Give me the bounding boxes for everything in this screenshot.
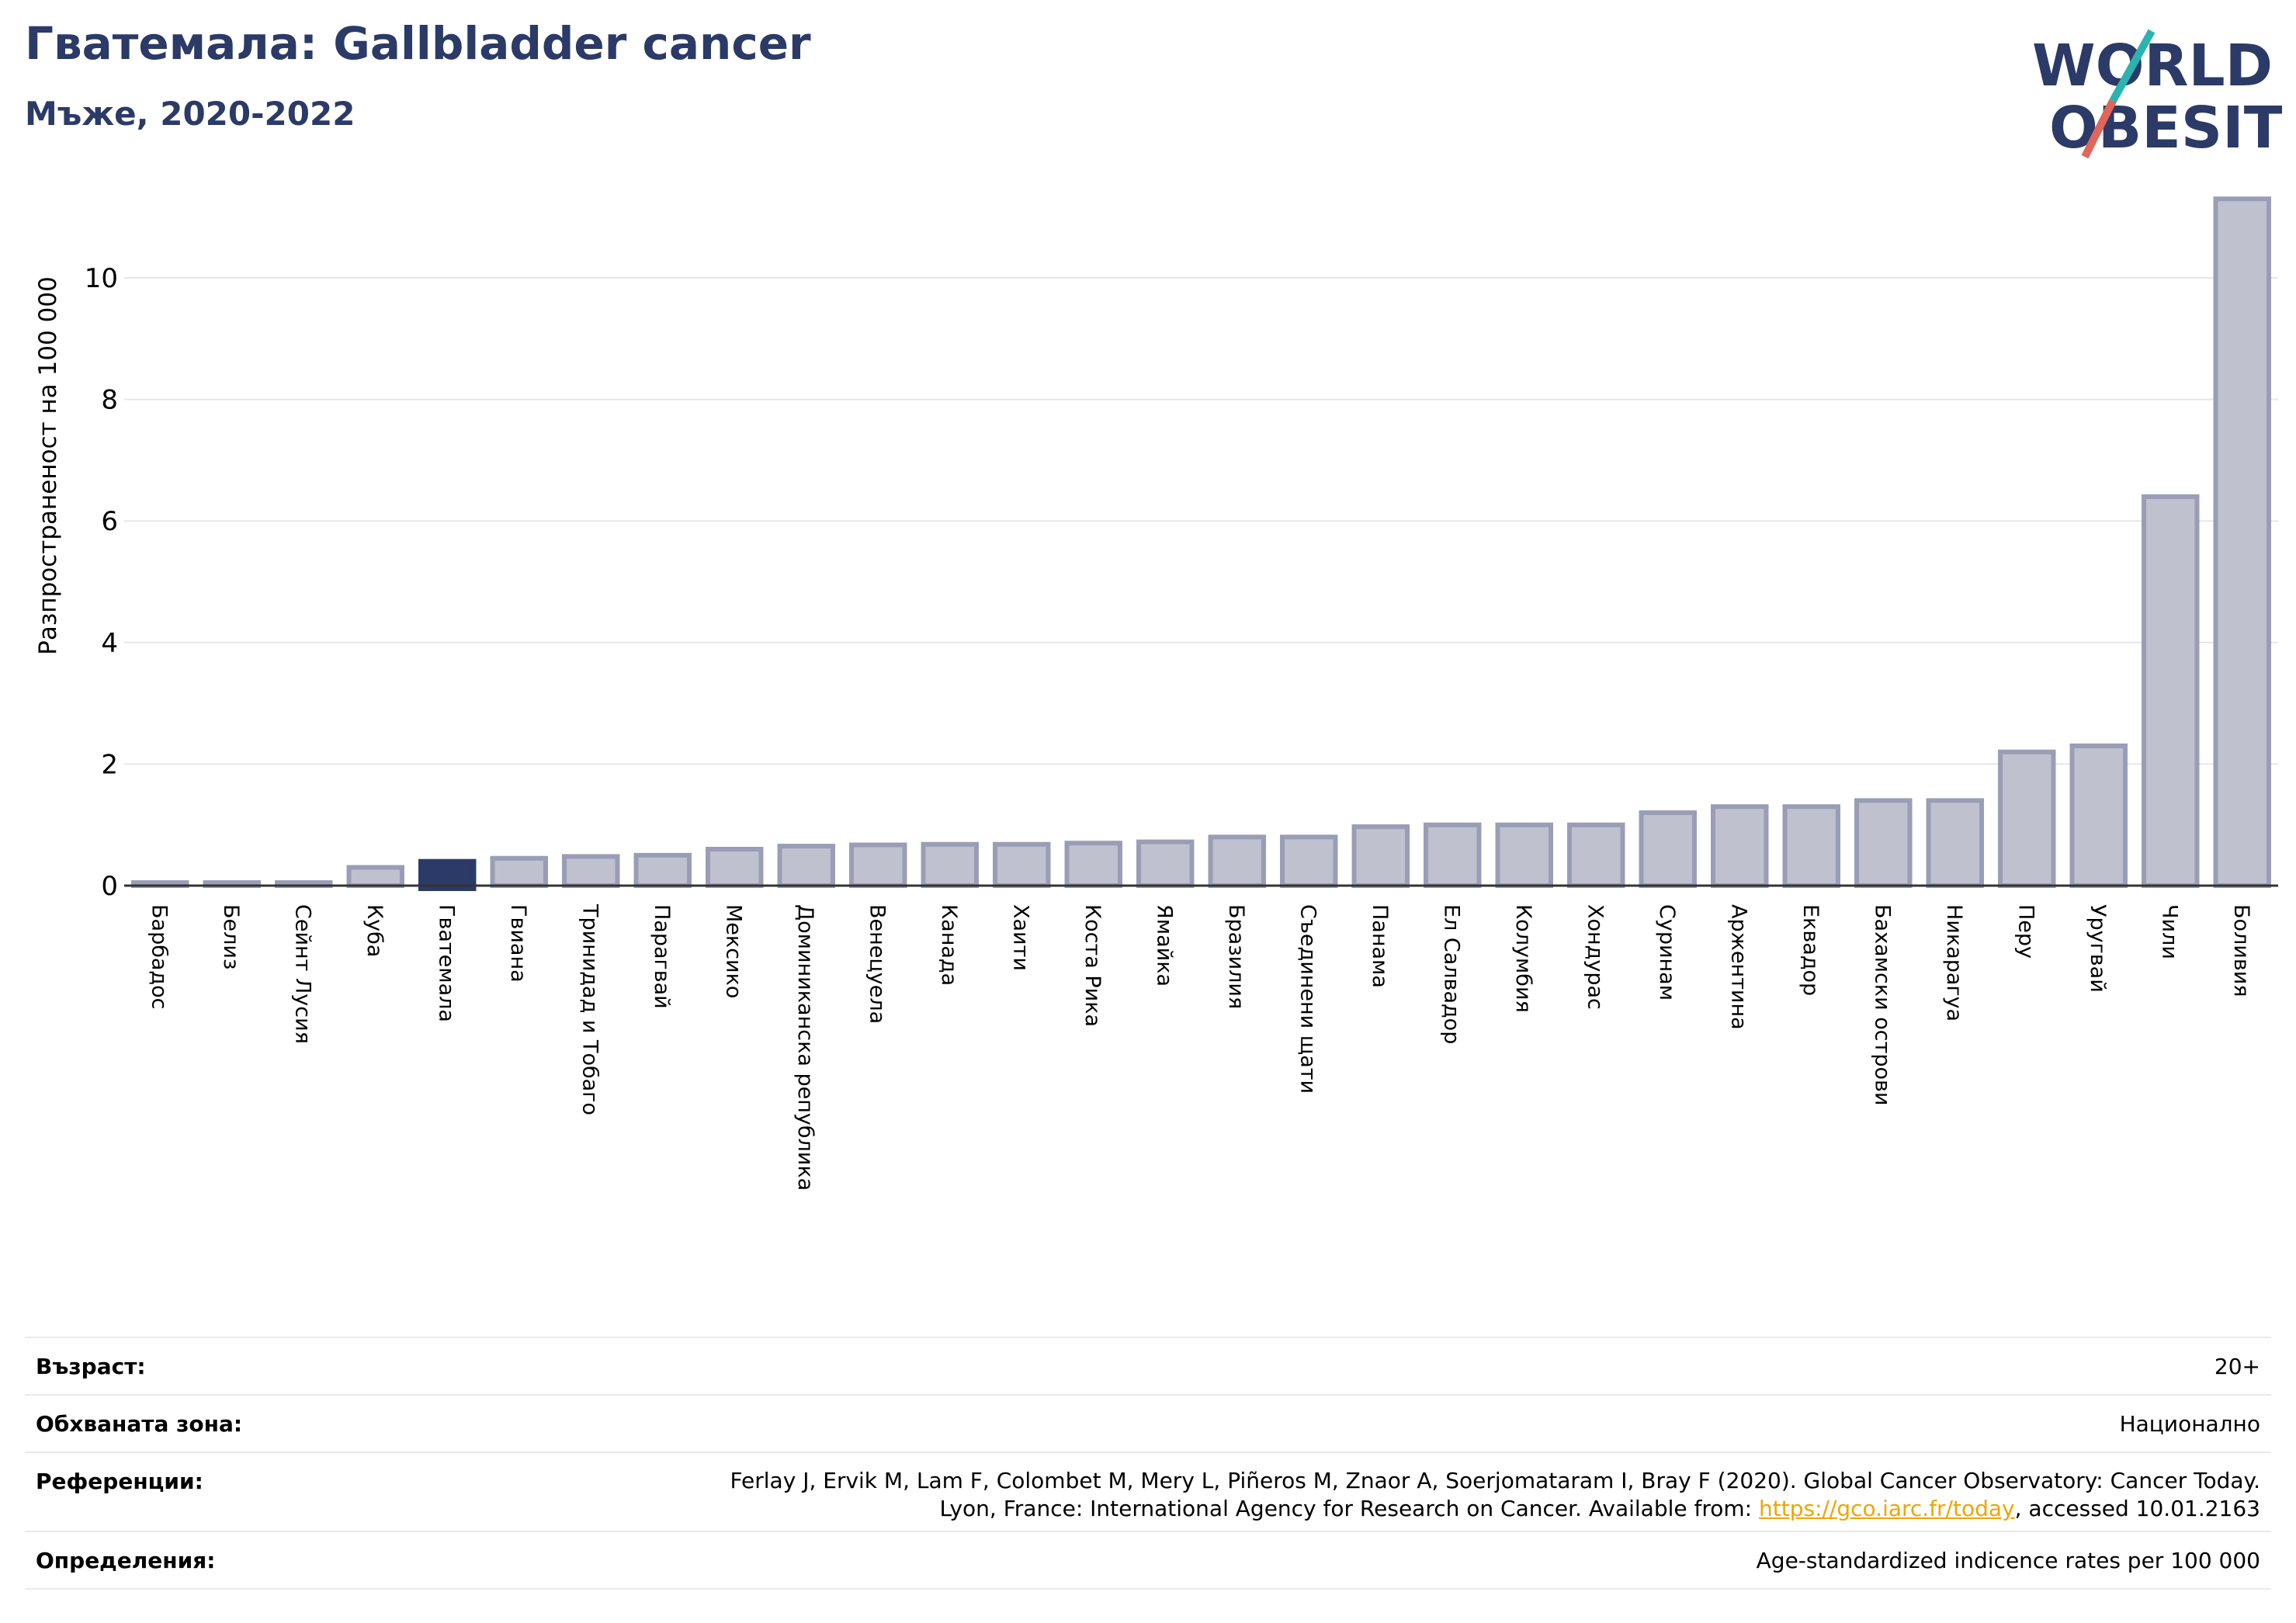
x-tick-label: Ел Салвадор <box>1439 904 1463 1044</box>
x-tick-label: Парагвай <box>650 904 674 1009</box>
x-tick-label: Белиз <box>219 904 243 969</box>
x-tick-label: Венецуела <box>865 904 889 1024</box>
bar-21 <box>1567 822 1625 888</box>
bar-14 <box>1064 841 1122 888</box>
y-axis-label: Разпространеност на 100 000 <box>34 276 62 655</box>
definitions-label: Определения: <box>36 1548 216 1573</box>
x-tick-label: Панама <box>1368 904 1392 988</box>
x-tick-label: Канада <box>937 904 961 986</box>
references-label: Референции: <box>36 1469 203 1494</box>
bar-8 <box>633 852 692 888</box>
bar-11 <box>849 842 907 888</box>
bar-chart: 0 2 4 6 8 10 Барбадос Белиз Сейнт Лусия Куба Гват… <box>34 196 2278 1191</box>
bar-10 <box>777 844 835 888</box>
bar-26 <box>1926 798 1984 889</box>
references-link[interactable]: https://gco.iarc.fr/today <box>1759 1496 2015 1521</box>
y-tick-label: 0 <box>101 871 118 902</box>
bar-20 <box>1495 822 1553 888</box>
age-value: 20+ <box>2214 1354 2260 1379</box>
x-tick-label: Ямайка <box>1152 904 1176 987</box>
definitions-value: Age-standardized indicence rates per 100… <box>1756 1548 2260 1573</box>
bar-6 <box>490 855 548 889</box>
age-label: Възраст: <box>36 1354 146 1379</box>
x-tick-label: Доминиканска република <box>793 904 817 1191</box>
bar-22 <box>1639 810 1697 889</box>
x-tick-label: Уругвай <box>2086 904 2110 993</box>
bar-4 <box>346 865 404 889</box>
area-label: Обхваната зона: <box>36 1411 243 1437</box>
references-line2-suffix: , accessed 10.01.2163 <box>2014 1496 2260 1521</box>
y-tick-label: 2 <box>101 749 118 780</box>
bar-17 <box>1280 834 1338 888</box>
bar-15 <box>1136 839 1195 889</box>
bar-23 <box>1711 804 1769 888</box>
x-tick-label: Барбадос <box>147 904 171 1009</box>
bars <box>131 196 2271 892</box>
x-tick-label: Куба <box>362 904 387 957</box>
info-row-references: Референции: Ferlay J, Ervik M, Lam F, Co… <box>25 1451 2271 1531</box>
chart-title: Гватемала: Gallbladder cancer <box>25 17 811 70</box>
x-tick-label: Сейнт Лусия <box>290 904 314 1044</box>
x-tick-label: Аржентина <box>1726 904 1750 1030</box>
x-tick-label: Хаити <box>1008 904 1032 971</box>
bar-12 <box>921 841 979 888</box>
bar-7 <box>562 854 620 889</box>
bar-28 <box>2069 743 2128 888</box>
x-tick-label: Бразилия <box>1224 904 1248 1009</box>
bar-16 <box>1208 834 1266 888</box>
x-tick-labels: Барбадос Белиз Сейнт Лусия Куба Гватемала Гви… <box>147 903 2253 1191</box>
references-line2-prefix: Lyon, France: International Agency for R… <box>939 1496 1759 1521</box>
bar-19 <box>1424 822 1482 888</box>
x-tick-label: Гватемала <box>434 904 458 1022</box>
info-row-area: Обхваната зона: Национално <box>25 1394 2271 1451</box>
x-tick-label: Чили <box>2157 904 2181 959</box>
x-tick-label: Коста Рика <box>1080 904 1105 1027</box>
bar-9 <box>706 847 764 889</box>
bar-5 <box>418 858 477 892</box>
area-value: Национално <box>2119 1411 2260 1437</box>
x-tick-label: Суринам <box>1655 904 1679 1001</box>
x-tick-label: Хондурас <box>1583 904 1607 1010</box>
x-tick-label: Съединени щати <box>1295 904 1320 1094</box>
references-value: Ferlay J, Ervik M, Lam F, Colombet M, Me… <box>730 1467 2260 1523</box>
x-tick-label: Мексико <box>721 904 745 998</box>
bar-18 <box>1351 824 1410 888</box>
bar-27 <box>1998 749 2056 888</box>
logo-slash-red <box>2081 99 2117 159</box>
chart-subtitle: Мъже, 2020-2022 <box>25 95 355 133</box>
bar-24 <box>1782 804 1840 888</box>
bar-13 <box>993 841 1051 888</box>
x-tick-label: Боливия <box>2229 904 2253 997</box>
x-tick-label: Никарагуа <box>1942 904 1966 1021</box>
x-tick-label: Колумбия <box>1511 904 1535 1013</box>
references-line1: Ferlay J, Ervik M, Lam F, Colombet M, Me… <box>730 1468 2260 1493</box>
x-tick-label: Еквадор <box>1798 904 1823 996</box>
bar-25 <box>1854 798 1913 889</box>
x-tick-label: Гвиана <box>506 904 530 983</box>
info-table: Възраст: 20+ Обхваната зона: Национално … <box>25 1337 2271 1590</box>
y-tick-label: 6 <box>101 506 118 537</box>
x-tick-label: Тринидад и Тобаго <box>577 903 602 1115</box>
bar-29 <box>2142 494 2200 888</box>
grid-lines <box>124 277 2278 765</box>
x-tick-label: Бахамски острови <box>1870 904 1894 1105</box>
info-row-age: Възраст: 20+ <box>25 1337 2271 1394</box>
bar-30 <box>2213 196 2271 888</box>
x-tick-label: Перу <box>2013 904 2038 959</box>
y-tick-label: 10 <box>85 263 118 294</box>
y-tick-label: 8 <box>101 385 118 416</box>
y-tick-labels: 0 2 4 6 8 10 <box>85 263 118 902</box>
logo-slash-teal <box>2109 29 2156 103</box>
y-tick-label: 4 <box>101 628 118 659</box>
info-row-definitions: Определения: Age-standardized indicence … <box>25 1531 2271 1590</box>
logo-line1: WORLD <box>2032 33 2273 99</box>
world-obesity-logo: WORLD OBESITY <box>2032 29 2282 161</box>
